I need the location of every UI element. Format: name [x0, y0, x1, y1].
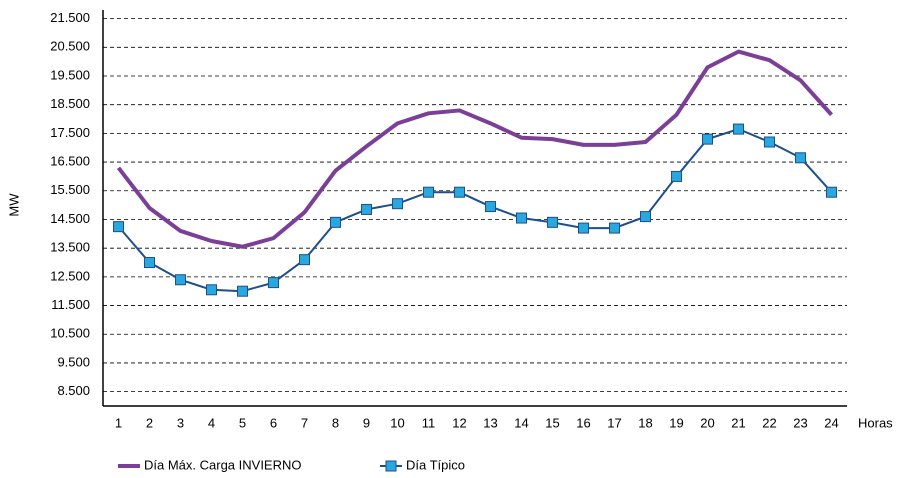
marker: [144, 257, 155, 269]
legend-marker: [385, 460, 397, 472]
y-tick-label: 14.500: [50, 211, 90, 226]
x-tick-label: 14: [514, 415, 528, 430]
y-tick-label: 19.500: [50, 67, 90, 82]
x-tick-label: 7: [301, 415, 308, 430]
x-tick-label: 13: [483, 415, 497, 430]
y-tick-label: 8.500: [57, 383, 90, 398]
y-tick-label: 20.500: [50, 39, 90, 54]
marker: [113, 221, 124, 233]
marker: [361, 203, 372, 215]
x-tick-label: 15: [545, 415, 559, 430]
marker: [268, 277, 279, 289]
x-tick-label: 21: [731, 415, 745, 430]
x-tick-label: 12: [452, 415, 466, 430]
x-tick-label: 9: [363, 415, 370, 430]
marker: [609, 222, 620, 234]
x-tick-label: 4: [208, 415, 215, 430]
marker: [640, 211, 651, 223]
y-tick-label: 16.500: [50, 154, 90, 169]
x-tick-label: 17: [607, 415, 621, 430]
marker: [237, 285, 248, 297]
series-line: [117, 128, 833, 293]
marker: [175, 274, 186, 286]
marker: [795, 152, 806, 164]
y-tick-label: 10.500: [50, 326, 90, 341]
x-tick-label: 16: [576, 415, 590, 430]
marker: [516, 212, 527, 224]
legend-label: Día Máx. Carga INVIERNO: [144, 457, 302, 472]
x-tick-label: 2: [146, 415, 153, 430]
y-tick-label: 13.500: [50, 240, 90, 255]
x-tick-label: 19: [669, 415, 683, 430]
y-tick-label: 15.500: [50, 182, 90, 197]
marker: [764, 136, 775, 148]
x-tick-label: 3: [177, 415, 184, 430]
marker: [454, 186, 465, 198]
y-tick-label: 12.500: [50, 268, 90, 283]
x-axis-label: Horas: [858, 415, 893, 430]
marker: [330, 216, 341, 228]
marker: [733, 123, 744, 135]
marker: [578, 222, 589, 234]
y-tick-label: 21.500: [50, 10, 90, 25]
x-tick-label: 5: [239, 415, 246, 430]
x-tick-label: 1: [115, 415, 122, 430]
y-tick-label: 11.500: [51, 297, 90, 312]
marker: [702, 133, 713, 145]
marker: [485, 201, 496, 213]
x-tick-label: 6: [270, 415, 277, 430]
x-tick-label: 10: [390, 415, 404, 430]
x-tick-label: 18: [638, 415, 652, 430]
x-tick-label: 22: [762, 415, 776, 430]
x-tick-label: 24: [824, 415, 838, 430]
legend-label: Día Típico: [406, 457, 465, 472]
x-tick-label: 11: [422, 415, 436, 430]
series-line: [116, 49, 833, 249]
y-axis-label: MW: [6, 193, 21, 217]
y-tick-label: 9.500: [57, 354, 90, 369]
x-tick-label: 20: [700, 415, 714, 430]
y-tick-label: 18.500: [50, 96, 90, 111]
marker: [392, 198, 403, 210]
y-tick-label: 17.500: [50, 125, 90, 140]
marker: [299, 254, 310, 266]
marker: [423, 186, 434, 198]
marker: [826, 186, 837, 198]
x-tick-label: 8: [332, 415, 339, 430]
marker: [671, 170, 682, 182]
marker: [547, 216, 558, 228]
marker: [206, 284, 217, 296]
x-tick-label: 23: [793, 415, 807, 430]
